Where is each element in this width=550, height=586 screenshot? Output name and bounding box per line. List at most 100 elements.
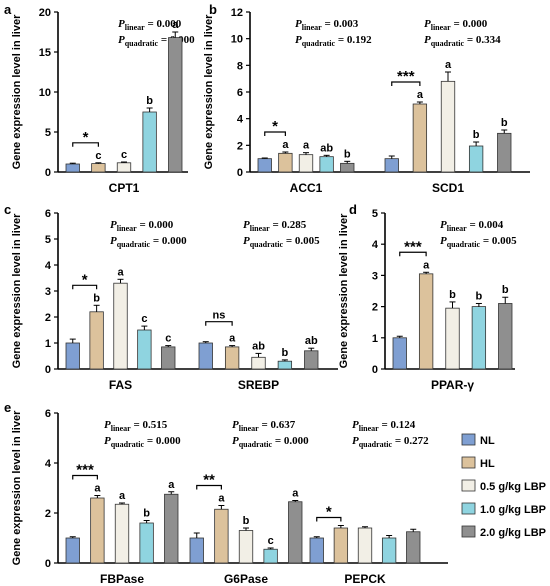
- bar: [65, 163, 80, 173]
- legend-swatch: [461, 502, 476, 515]
- bar: [304, 350, 319, 370]
- p-linear-text: Plinear = 0.124: [352, 419, 416, 433]
- y-tick-label: 6: [45, 208, 51, 220]
- x-category-label: SCD1: [432, 181, 464, 195]
- p-linear-text: Plinear = 0.000: [110, 219, 174, 233]
- y-tick-label: 0: [45, 364, 51, 376]
- bar: [137, 329, 152, 370]
- significance-bracket: [316, 516, 342, 522]
- bar: [114, 503, 130, 564]
- y-tick-label: 0: [372, 364, 378, 376]
- bar: [288, 501, 303, 564]
- bar: [189, 537, 204, 564]
- y-tick-label: 10: [39, 87, 51, 99]
- legend-swatch: [461, 479, 476, 492]
- y-tick-label: 0: [237, 167, 243, 179]
- y-tick-label: 15: [39, 47, 51, 59]
- significance-marker: *: [83, 129, 89, 146]
- x-category-label: PEPCK: [344, 572, 386, 586]
- p-linear-text: Plinear = 0.285: [243, 219, 307, 233]
- bar: [164, 493, 179, 564]
- significance-letter: b: [146, 95, 153, 107]
- significance-bracket: [399, 251, 427, 257]
- significance-letter: ab: [252, 340, 265, 352]
- bar: [65, 342, 80, 370]
- significance-bracket: [72, 142, 99, 147]
- bar: [89, 311, 104, 370]
- y-tick-label: 3: [372, 270, 378, 282]
- significance-letter: a: [218, 493, 225, 505]
- bar: [440, 80, 456, 173]
- y-tick-label: 12: [231, 7, 243, 19]
- legend-label: 0.5 g/kg LBP: [480, 481, 546, 493]
- y-tick-label: 5: [372, 208, 378, 220]
- y-tick-label: 10: [231, 34, 243, 46]
- significance-letter: b: [243, 515, 250, 527]
- significance-letter: a: [282, 139, 289, 151]
- bar: [333, 527, 349, 564]
- significance-letter: a: [229, 333, 236, 345]
- bar: [224, 346, 240, 370]
- significance-marker: ***: [404, 238, 422, 255]
- significance-marker: *: [272, 118, 278, 135]
- significance-letter: ab: [320, 142, 333, 154]
- significance-letter: c: [165, 333, 171, 345]
- significance-marker: ***: [76, 462, 94, 479]
- p-quadratic-text: Pquadratic = 0.000: [118, 34, 195, 48]
- bar: [357, 527, 373, 564]
- panel-label: e: [4, 400, 11, 415]
- y-tick-label: 1: [372, 333, 378, 345]
- significance-letter: a: [417, 89, 424, 101]
- legend: NL HL 0.5 g/kg LBP 1.0 g/kg LBP 2.0 g/kg LBP: [461, 433, 546, 539]
- bar: [116, 162, 132, 173]
- p-quadratic-text: Pquadratic = 0.005: [440, 235, 517, 249]
- significance-letter: ab: [305, 335, 318, 347]
- p-linear-text: Plinear = 0.003: [295, 18, 359, 32]
- significance-marker: *: [82, 271, 88, 288]
- y-tick-label: 6: [237, 87, 243, 99]
- x-category-label: FBPase: [100, 572, 144, 586]
- p-quadratic-text: Pquadratic = 0.192: [295, 34, 372, 48]
- p-quadratic-text: Pquadratic = 0.334: [424, 34, 501, 48]
- significance-letter: a: [292, 488, 299, 500]
- bar: [161, 346, 176, 370]
- significance-letter: a: [117, 266, 124, 278]
- x-category-label: SREBP: [238, 378, 279, 392]
- bar: [406, 531, 421, 564]
- significance-bracket: [72, 474, 98, 480]
- significance-letter: b: [93, 292, 100, 304]
- y-tick-label: 4: [372, 239, 379, 251]
- significance-letter: a: [445, 59, 452, 71]
- bar: [263, 548, 278, 564]
- x-category-label: PPAR-γ: [431, 378, 474, 392]
- bar: [91, 163, 106, 173]
- y-tick-label: 0: [45, 167, 51, 179]
- y-axis-title: Gene expression level in liver: [11, 410, 23, 565]
- p-linear-text: Plinear = 0.000: [118, 18, 182, 32]
- significance-letter: b: [476, 290, 483, 302]
- y-tick-label: 8: [237, 60, 243, 72]
- bar: [498, 303, 513, 370]
- legend-swatch: [461, 433, 476, 446]
- bar: [251, 356, 266, 370]
- significance-letter: b: [473, 129, 480, 141]
- y-tick-label: 6: [45, 408, 51, 420]
- significance-letter: a: [119, 490, 126, 502]
- y-tick-label: 2: [237, 140, 243, 152]
- bar: [257, 158, 272, 173]
- significance-letter: b: [143, 508, 150, 520]
- significance-letter: a: [168, 479, 175, 491]
- significance-letter: b: [502, 284, 509, 296]
- significance-letter: b: [501, 117, 508, 129]
- legend-label: 1.0 g/kg LBP: [480, 504, 546, 516]
- panel-label: d: [349, 202, 357, 217]
- bar: [471, 306, 487, 370]
- y-tick-label: 2: [45, 508, 51, 520]
- y-tick-label: 5: [45, 127, 51, 139]
- bar: [90, 497, 105, 564]
- y-tick-label: 4: [237, 114, 244, 126]
